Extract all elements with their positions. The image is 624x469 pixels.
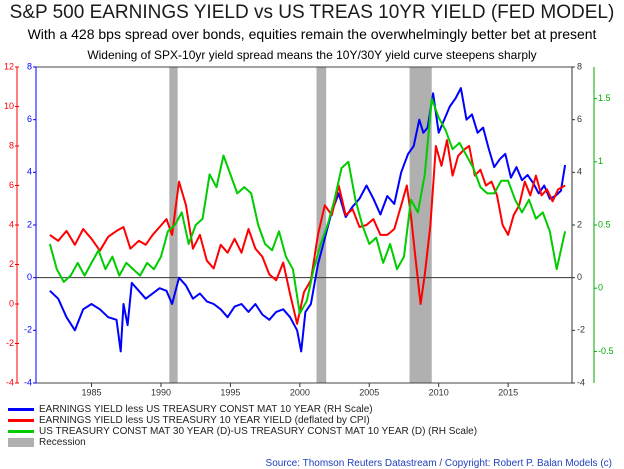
recession-band-1: [316, 67, 327, 383]
tick-label-left-inner-4: 4: [27, 167, 32, 177]
legend-swatch-green: [8, 430, 34, 433]
chart-title: S&P 500 EARNINGS YIELD vs US TREAS 10YR …: [9, 2, 615, 23]
tick-label-right-outer-3: 1: [598, 156, 603, 166]
tick-label-right-inner-5: 6: [577, 114, 582, 124]
series-line-2: [48, 97, 567, 315]
recession-bands: [169, 67, 432, 383]
tick-label-x-1: 1990: [151, 387, 171, 397]
tick-label-right-inner-2: 0: [577, 272, 582, 282]
chart-subtitle: With a 428 bps spread over bonds, equiti…: [27, 26, 597, 42]
tick-label-left-inner-0: -4: [24, 377, 32, 387]
tick-label-left-outer-3: 2: [9, 259, 14, 269]
chart-axes: -4 -2 0 2 4 6 8 10 12 -4 -2 0 2 4 6 8 -4 -2 0 2 4 6 8 -0.5 0 0.5 1…: [4, 61, 614, 397]
chart-note: Widening of SPX-10yr yield spread means …: [87, 48, 537, 62]
legend-label-blue: EARNINGS YIELD less US TREASURY CONST MA…: [39, 404, 373, 415]
series-lines: [48, 87, 567, 353]
legend-swatch-blue: [8, 408, 34, 411]
tick-label-x-0: 1985: [82, 387, 102, 397]
tick-label-left-inner-2: 0: [27, 272, 32, 282]
legend-item-red: EARNINGS YIELD less US TREASURY 10 YEAR …: [8, 415, 477, 426]
tick-label-left-outer-7: 10: [4, 101, 14, 111]
tick-label-left-outer-6: 8: [9, 140, 14, 150]
recession-band-2: [409, 67, 432, 383]
tick-label-right-outer-2: 0.5: [598, 219, 611, 229]
legend-label-recession: Recession: [39, 437, 86, 448]
tick-label-x-6: 2015: [498, 387, 518, 397]
tick-label-left-outer-0: -4: [6, 377, 14, 387]
tick-label-left-inner-1: -2: [24, 325, 32, 335]
chart-area: -4 -2 0 2 4 6 8 10 12 -4 -2 0 2 4 6 8 -4 -2 0 2 4 6 8 -0.5 0 0.5 1…: [4, 61, 614, 397]
tick-label-x-2: 1995: [220, 387, 240, 397]
tick-label-right-outer-0: -0.5: [598, 346, 614, 356]
legend: EARNINGS YIELD less US TREASURY CONST MA…: [8, 404, 477, 448]
tick-label-left-outer-8: 12: [4, 61, 14, 71]
legend-item-recession: Recession: [8, 437, 477, 448]
tick-label-x-5: 2010: [429, 387, 449, 397]
tick-label-x-3: 2000: [290, 387, 310, 397]
tick-label-left-outer-1: -2: [6, 338, 14, 348]
tick-label-right-inner-4: 4: [577, 167, 582, 177]
legend-swatch-recession: [8, 438, 34, 447]
source-credit: Source: Thomson Reuters Datastream / Cop…: [265, 458, 612, 469]
tick-label-left-outer-5: 6: [9, 180, 14, 190]
tick-label-right-inner-3: 2: [577, 219, 582, 229]
plot-frame: [35, 66, 573, 384]
tick-label-x-4: 2005: [359, 387, 379, 397]
tick-label-right-outer-1: 0: [598, 283, 603, 293]
series-line-0: [49, 87, 567, 353]
legend-label-red: EARNINGS YIELD less US TREASURY 10 YEAR …: [39, 415, 370, 426]
tick-label-left-inner-6: 8: [27, 61, 32, 71]
tick-label-right-outer-4: 1.5: [598, 93, 611, 103]
tick-label-left-outer-4: 4: [9, 219, 14, 229]
tick-label-left-inner-5: 6: [27, 114, 32, 124]
legend-item-blue: EARNINGS YIELD less US TREASURY CONST MA…: [8, 404, 477, 415]
tick-label-right-inner-6: 8: [577, 61, 582, 71]
tick-label-right-inner-1: -2: [577, 325, 585, 335]
legend-label-green: US TREASURY CONST MAT 30 YEAR (D)-US TRE…: [39, 426, 478, 437]
tick-label-left-outer-2: 0: [9, 298, 14, 308]
tick-label-left-inner-3: 2: [27, 219, 32, 229]
tick-label-right-inner-0: -4: [577, 377, 585, 387]
legend-swatch-red: [8, 419, 34, 422]
legend-item-green: US TREASURY CONST MAT 30 YEAR (D)-US TRE…: [8, 426, 477, 437]
